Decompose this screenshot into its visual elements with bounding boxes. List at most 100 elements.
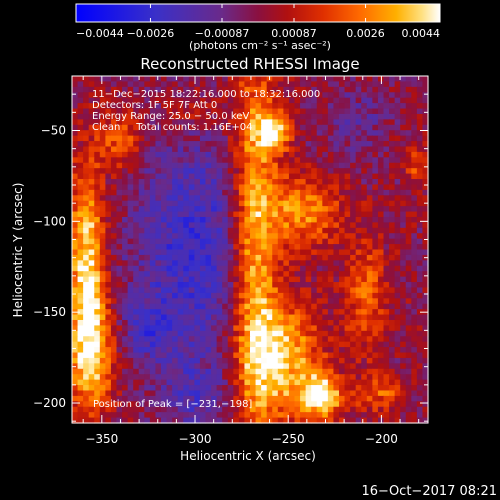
heatmap-cell bbox=[110, 374, 118, 381]
heatmap-cell bbox=[261, 157, 268, 164]
heatmap-cell bbox=[149, 254, 157, 261]
heatmap-cell bbox=[283, 265, 290, 272]
heatmap-cell bbox=[361, 124, 368, 131]
heatmap-cell bbox=[272, 319, 279, 326]
heatmap-cell bbox=[233, 276, 240, 283]
heatmap-cell bbox=[183, 357, 190, 364]
heatmap-cell bbox=[88, 347, 95, 354]
heatmap-cell bbox=[127, 76, 134, 83]
heatmap-cell bbox=[339, 92, 346, 99]
heatmap-cell bbox=[199, 379, 207, 386]
heatmap-cell bbox=[405, 130, 412, 137]
heatmap-cell bbox=[233, 216, 240, 223]
heatmap-cell bbox=[377, 244, 385, 251]
heatmap-cell bbox=[177, 271, 184, 278]
heatmap-cell bbox=[327, 76, 335, 83]
heatmap-cell bbox=[177, 184, 184, 191]
heatmap-cell bbox=[383, 108, 390, 115]
heatmap-cell bbox=[211, 287, 218, 294]
heatmap-cell bbox=[350, 189, 357, 196]
heatmap-cell bbox=[383, 227, 390, 234]
heatmap-cell bbox=[288, 352, 296, 359]
heatmap-cell bbox=[194, 254, 201, 261]
heatmap-cell bbox=[110, 276, 118, 283]
heatmap-cell bbox=[99, 379, 106, 386]
heatmap-cell bbox=[300, 168, 307, 175]
heatmap-cell bbox=[300, 200, 307, 207]
heatmap-cell bbox=[116, 309, 123, 316]
heatmap-cell bbox=[377, 162, 385, 169]
heatmap-cell bbox=[400, 141, 407, 148]
heatmap-cell bbox=[272, 151, 279, 158]
heatmap-cell bbox=[88, 330, 95, 337]
heatmap-cell bbox=[149, 298, 157, 305]
heatmap-cell bbox=[411, 173, 418, 180]
heatmap-cell bbox=[405, 124, 412, 131]
heatmap-cell bbox=[238, 195, 246, 202]
heatmap-cell bbox=[294, 130, 301, 137]
heatmap-cell bbox=[327, 238, 335, 245]
heatmap-cell bbox=[138, 211, 145, 218]
heatmap-cell bbox=[172, 379, 179, 386]
heatmap-cell bbox=[405, 200, 412, 207]
heatmap-cell bbox=[339, 97, 346, 104]
heatmap-cell bbox=[383, 92, 390, 99]
heatmap-cell bbox=[144, 265, 151, 272]
heatmap-cell bbox=[166, 292, 173, 299]
heatmap-cell bbox=[300, 357, 307, 364]
heatmap-cell bbox=[272, 303, 279, 310]
heatmap-cell bbox=[183, 390, 190, 397]
heatmap-cell bbox=[372, 325, 379, 332]
heatmap-cell bbox=[244, 379, 251, 386]
heatmap-cell bbox=[188, 368, 195, 375]
heatmap-cell bbox=[277, 130, 284, 137]
heatmap-cell bbox=[277, 254, 284, 261]
heatmap-cell bbox=[172, 319, 179, 326]
heatmap-cell bbox=[127, 189, 134, 196]
heatmap-cell bbox=[339, 211, 346, 218]
heatmap-cell bbox=[149, 200, 157, 207]
heatmap-cell bbox=[227, 227, 234, 234]
heatmap-cell bbox=[194, 146, 201, 153]
heatmap-cell bbox=[277, 200, 284, 207]
heatmap-cell bbox=[199, 401, 207, 408]
heatmap-cell bbox=[133, 184, 140, 191]
heatmap-cell bbox=[188, 325, 195, 332]
heatmap-cell bbox=[300, 352, 307, 359]
heatmap-cell bbox=[144, 276, 151, 283]
heatmap-cell bbox=[311, 282, 318, 289]
heatmap-cell bbox=[416, 130, 424, 137]
heatmap-cell bbox=[272, 363, 279, 370]
heatmap-cell bbox=[311, 141, 318, 148]
heatmap-cell bbox=[277, 108, 284, 115]
heatmap-cell bbox=[133, 385, 140, 392]
heatmap-cell bbox=[177, 330, 184, 337]
heatmap-cell bbox=[288, 374, 296, 381]
heatmap-cell bbox=[255, 406, 262, 413]
heatmap-cell bbox=[88, 298, 95, 305]
heatmap-cell bbox=[83, 135, 90, 142]
heatmap-cell bbox=[300, 314, 307, 321]
heatmap-cell bbox=[294, 97, 301, 104]
heatmap-cell bbox=[116, 76, 123, 83]
heatmap-cell bbox=[355, 249, 362, 256]
heatmap-cell bbox=[389, 124, 396, 131]
heatmap-cell bbox=[327, 179, 335, 186]
heatmap-cell bbox=[377, 260, 385, 267]
heatmap-cell bbox=[72, 314, 79, 321]
heatmap-cell bbox=[194, 233, 201, 240]
heatmap-cell bbox=[389, 417, 396, 424]
heatmap-cell bbox=[205, 319, 212, 326]
heatmap-cell bbox=[94, 141, 101, 148]
heatmap-cell bbox=[389, 189, 396, 196]
heatmap-cell bbox=[344, 195, 351, 202]
heatmap-cell bbox=[266, 303, 273, 310]
heatmap-cell bbox=[250, 341, 257, 348]
heatmap-cell bbox=[205, 282, 212, 289]
heatmap-cell bbox=[305, 216, 312, 223]
heatmap-cell bbox=[238, 379, 246, 386]
heatmap-cell bbox=[333, 347, 340, 354]
heatmap-cell bbox=[233, 157, 240, 164]
heatmap-cell bbox=[411, 287, 418, 294]
heatmap-cell bbox=[155, 287, 162, 294]
